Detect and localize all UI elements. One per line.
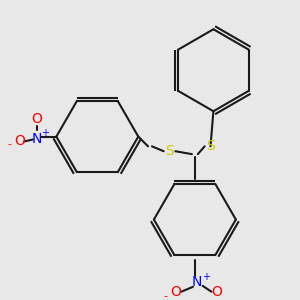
Text: S: S [206,139,215,153]
Text: O: O [14,134,25,148]
Text: N: N [32,131,42,146]
Text: +: + [40,128,49,138]
Text: -: - [164,291,168,300]
Text: O: O [170,285,181,299]
Text: +: + [202,272,210,282]
Text: O: O [211,285,222,299]
Text: O: O [32,112,42,126]
Text: S: S [165,144,174,158]
Text: N: N [192,275,202,289]
Text: -: - [8,140,11,149]
